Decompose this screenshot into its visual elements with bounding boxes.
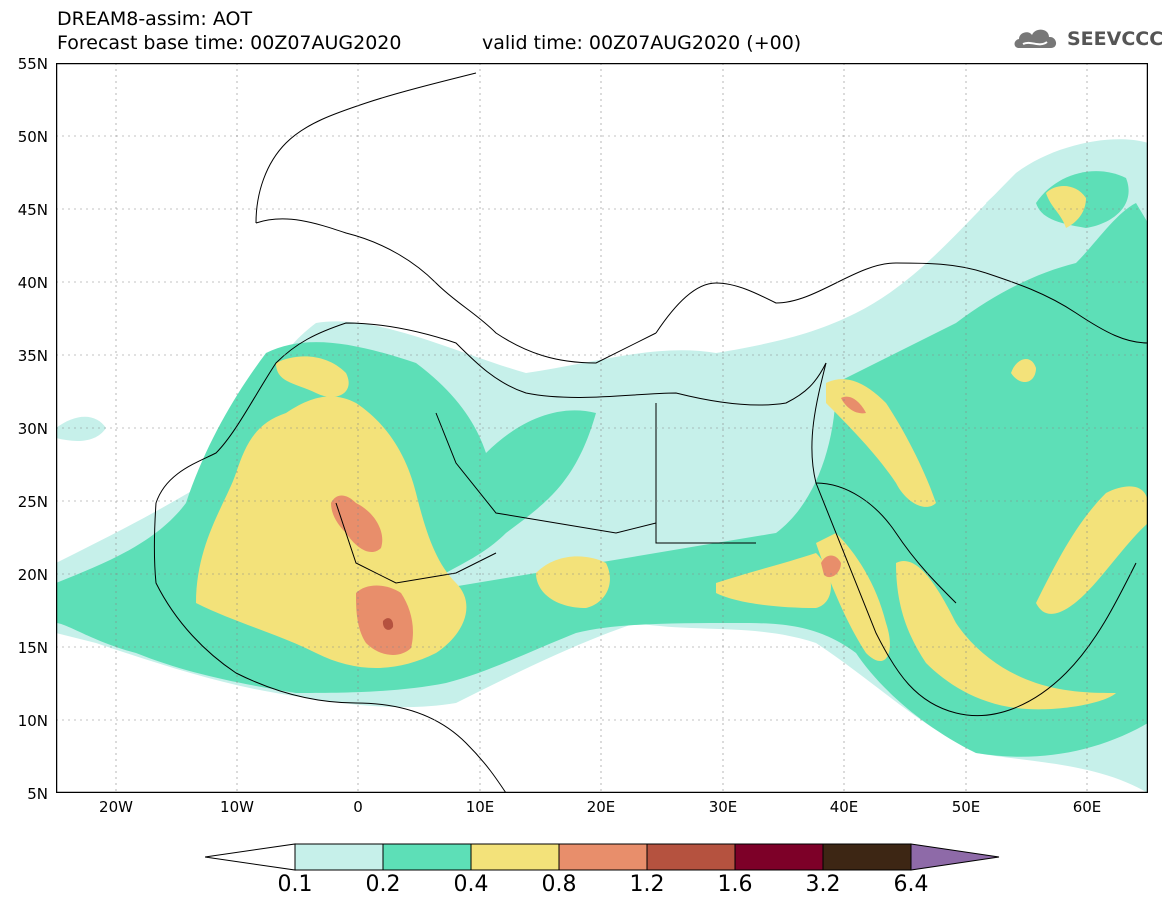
- lon-label: 10W: [220, 798, 254, 816]
- lon-label: 60E: [1072, 798, 1102, 816]
- map-panel: [55, 62, 1149, 794]
- colorbar-bin: [470, 843, 560, 871]
- colorbar-bin: [294, 843, 384, 871]
- colorbar-label: 1.6: [717, 872, 753, 897]
- lon-label: 0: [353, 798, 363, 816]
- lat-label: 10N: [17, 712, 48, 730]
- colorbar-bin: [558, 843, 648, 871]
- colorbar: [205, 843, 1000, 871]
- colorbar-bin: [822, 843, 912, 871]
- colorbar-label: 0.4: [453, 872, 489, 897]
- lat-label: 25N: [17, 493, 48, 511]
- colorbar-label: 3.2: [805, 872, 841, 897]
- lat-label: 40N: [17, 274, 48, 292]
- colorbar-label: 0.2: [365, 872, 401, 897]
- colorbar-label: 0.1: [277, 872, 313, 897]
- valid-time: valid time: 00Z07AUG2020 (+00): [482, 32, 802, 54]
- lat-label: 35N: [17, 347, 48, 365]
- lat-label: 15N: [17, 639, 48, 657]
- lon-label: 20E: [586, 798, 616, 816]
- lon-label: 20W: [99, 798, 133, 816]
- colorbar-label: 6.4: [893, 872, 929, 897]
- lat-label: 45N: [17, 201, 48, 219]
- map-border: [55, 62, 1149, 794]
- lon-label: 30E: [708, 798, 738, 816]
- lat-label: 55N: [17, 55, 48, 73]
- lon-label: 50E: [951, 798, 981, 816]
- colorbar-arrow-low: [205, 843, 296, 871]
- colorbar-bin: [734, 843, 824, 871]
- lat-label: 20N: [17, 566, 48, 584]
- logo-text: SEEVCCC: [1067, 28, 1164, 50]
- colorbar-arrow-high: [910, 843, 1000, 871]
- cloud-logo-icon: [1014, 29, 1057, 48]
- lon-label: 10E: [465, 798, 495, 816]
- map-gridlines: [56, 63, 1148, 793]
- colorbar-label: 1.2: [629, 872, 665, 897]
- aot-map: [55, 62, 1149, 794]
- seevccc-logo: SEEVCCC: [1011, 22, 1163, 58]
- aot-layer-1-2: [382, 618, 394, 630]
- map-title: DREAM8-assim: AOT: [57, 8, 253, 30]
- lat-label: 5N: [27, 785, 48, 803]
- colorbar-label: 0.8: [541, 872, 577, 897]
- lat-label: 50N: [17, 128, 48, 146]
- colorbar-bin: [382, 843, 472, 871]
- lat-label: 30N: [17, 420, 48, 438]
- lon-label: 40E: [829, 798, 859, 816]
- forecast-base-time: Forecast base time: 00Z07AUG2020: [57, 32, 402, 54]
- colorbar-bin: [646, 843, 736, 871]
